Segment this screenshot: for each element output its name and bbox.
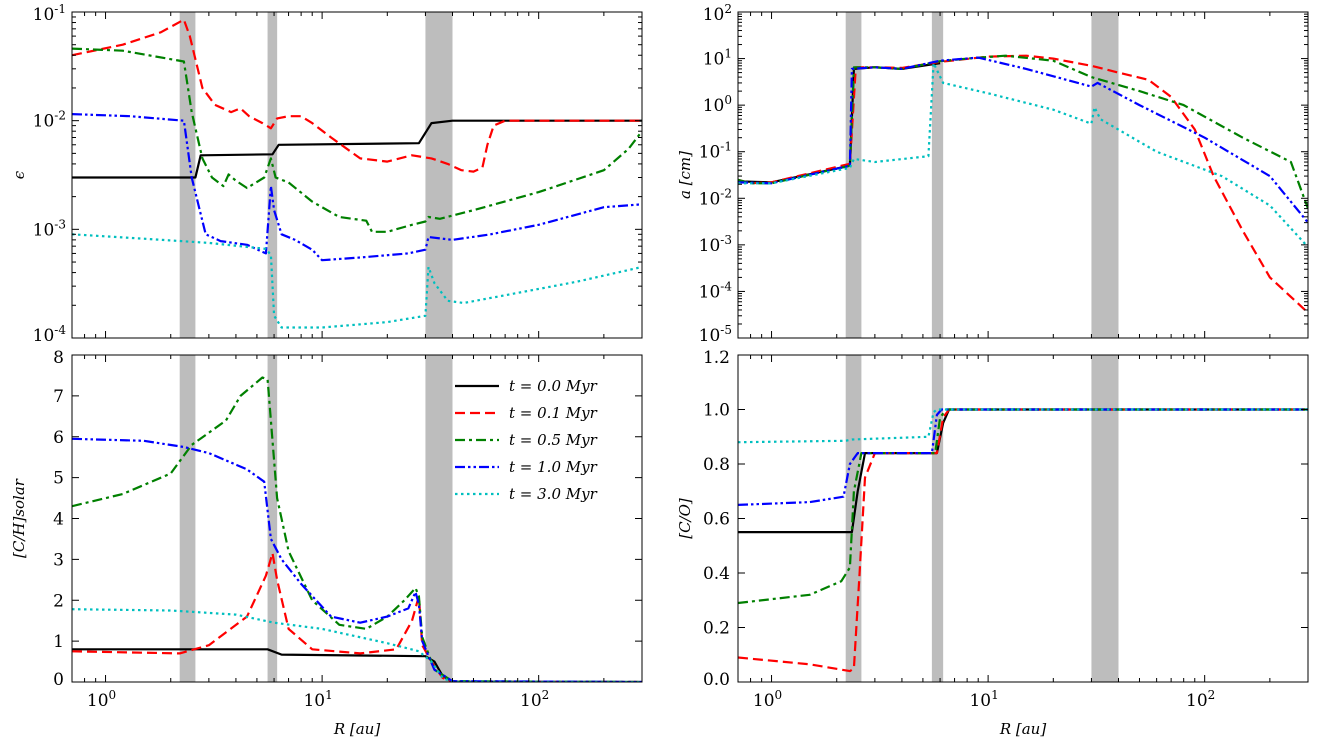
y-axis-label-co: [C/O] [676,498,694,539]
x-tick-label-ch: 101 [303,688,332,711]
series-line-a-2 [738,54,1308,209]
series-line-ch-2 [72,376,642,682]
y-tick-label-eps: 10-4 [33,323,67,346]
y-tick-label-ch: 2 [53,591,64,611]
panel-co: 0.0 0.2 0.4 0.6 0.8 1.0 1.2 100 101 102 [C/O] R [au… [676,348,1309,738]
y-tick-label-eps: 10-1 [33,2,66,25]
series-line-ch-1 [72,552,642,682]
series-line-a-4 [738,62,1308,248]
shaded-band-ch-1 [267,355,278,682]
y-tick-label-ch: 6 [53,428,64,448]
y-tick-label-ch: 1 [53,632,64,652]
panel-eps: 10-4 10-3 10-2 10-1 ϵ [10,2,643,346]
x-axis-label-co: R [au] [999,720,1047,738]
shaded-band-eps-2 [425,12,453,338]
x-tick-label-co: 102 [1186,688,1215,711]
series-line-co-4 [738,408,1308,444]
y-tick-label-co: 0.4 [703,564,730,584]
x-tick-label-ch: 102 [520,688,549,711]
series-line-co-2 [738,408,1308,605]
panel-ch: 0 1 2 3 4 5 6 7 8 100 101 102 [C/H]solar R [au] [10,348,643,738]
series-line-co-1 [738,408,1308,673]
series-line-co-0 [738,408,1308,534]
legend-label-2: t = 0.5 Myr [509,431,598,449]
y-tick-label-ch: 3 [53,550,64,570]
y-tick-label-ch: 4 [53,510,64,530]
plot-frame-a [737,11,1309,339]
y-tick-label-a: 10-4 [699,279,733,302]
y-tick-label-ch: 0 [53,670,64,690]
y-tick-label-co: 1.0 [703,401,730,421]
x-tick-label-co: 100 [753,688,782,711]
shaded-band-a-1 [931,12,944,338]
series-line-eps-3 [72,113,642,262]
series-line-eps-0 [72,119,642,179]
shaded-band-ch-0 [179,355,196,682]
y-tick-label-ch: 7 [53,387,64,407]
y-tick-label-a: 102 [703,2,732,25]
shaded-band-co-2 [1091,355,1119,682]
series-line-a-0 [738,62,941,184]
legend-label-1: t = 0.1 Myr [509,404,598,422]
y-axis-label-a: a [cm] [676,151,694,199]
plot-frame-eps [71,11,643,339]
legend: t = 0.0 Myr t = 0.1 Myr t = 0.5 Myr t = 1.0… [455,377,598,503]
shaded-band-co-1 [931,355,944,682]
y-axis-label-ch: [C/H]solar [10,478,28,558]
y-tick-label-a: 10-3 [699,233,732,256]
series-line-a-1 [738,54,1308,314]
series-line-eps-2 [72,47,642,233]
series-line-co-3 [738,408,1308,506]
y-tick-label-a: 10-2 [699,186,732,209]
shaded-band-eps-1 [267,12,278,338]
series-line-ch-4 [72,608,642,682]
y-tick-label-ch: 5 [53,469,64,489]
y-tick-label-a: 101 [703,47,732,70]
series-line-eps-1 [72,18,642,173]
shaded-band-eps-0 [179,12,196,338]
series-line-eps-4 [72,233,642,329]
y-tick-label-eps: 10-3 [33,217,66,240]
y-tick-label-a: 100 [703,93,732,116]
y-tick-label-co: 0.6 [703,510,730,530]
y-axis-label-eps: ϵ [10,170,28,179]
legend-label-4: t = 3.0 Myr [509,485,598,503]
y-tick-label-a: 10-5 [699,323,732,346]
series-line-ch-3 [72,437,642,682]
plot-frame-co [737,354,1309,683]
legend-label-0: t = 0.0 Myr [509,377,598,395]
shaded-band-a-2 [1091,12,1119,338]
y-tick-label-co: 0.0 [703,670,730,690]
y-tick-label-eps: 10-2 [33,109,66,132]
y-tick-label-co: 0.8 [703,455,730,475]
y-tick-label-ch: 8 [53,348,64,368]
shaded-band-a-0 [845,12,862,338]
series-line-a-3 [738,56,1308,224]
y-tick-label-co: 0.2 [703,619,730,639]
panel-a: 10-5 10-4 10-3 10-2 10-1 100 101 102 a [cm] [676,2,1309,346]
legend-label-3: t = 1.0 Myr [509,458,598,476]
x-axis-label-ch: R [au] [333,720,381,738]
shaded-band-ch-2 [425,355,453,682]
y-tick-label-a: 10-1 [699,140,732,163]
y-tick-label-co: 1.2 [703,348,730,368]
x-tick-label-co: 101 [969,688,998,711]
x-tick-label-ch: 100 [87,688,116,711]
